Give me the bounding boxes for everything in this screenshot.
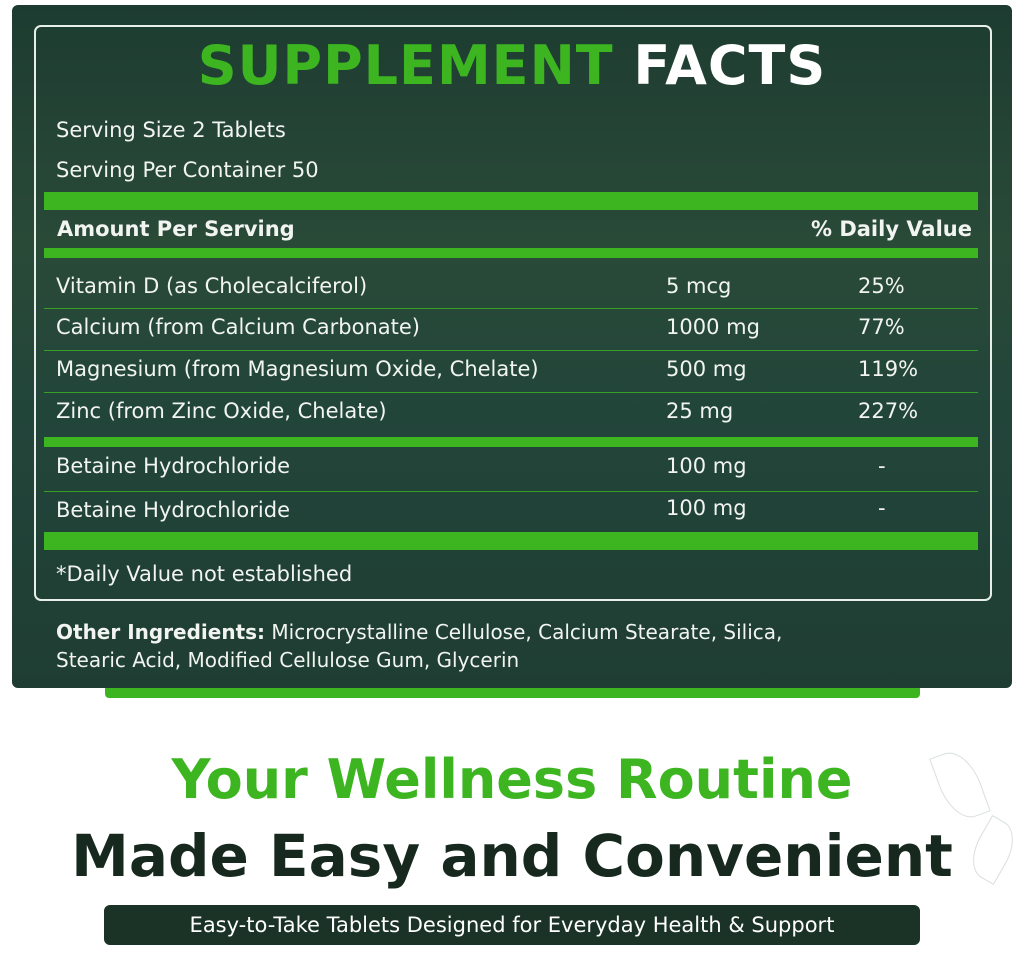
nutrient-amount: 5 mcg: [666, 274, 732, 298]
serving-size: Serving Size 2 Tablets: [56, 118, 286, 142]
nutrient-dv: -: [878, 454, 886, 478]
row-divider: [44, 491, 978, 492]
divider-thick: [44, 532, 978, 550]
divider-medium: [44, 248, 978, 258]
daily-value-header: % Daily Value: [810, 217, 972, 241]
nutrient-dv: -: [878, 496, 886, 520]
title-facts: FACTS: [633, 34, 827, 97]
footnote: *Daily Value not established: [56, 562, 353, 586]
servings-per-container: Serving Per Container 50: [56, 158, 319, 182]
nutrient-amount: 1000 mg: [666, 315, 760, 339]
headline-secondary: Made Easy and Convenient: [71, 822, 953, 890]
nutrient-amount: 100 mg: [666, 454, 747, 478]
other-ingredients-line2: Stearic Acid, Modified Cellulose Gum, Gl…: [56, 648, 520, 672]
nutrient-name: Betaine Hydrochloride: [56, 498, 290, 522]
title-supplement: SUPPLEMENT: [197, 34, 614, 97]
nutrient-name: Vitamin D (as Cholecalciferol): [56, 274, 368, 298]
row-divider: [44, 392, 978, 393]
nutrient-dv: 77%: [858, 315, 905, 339]
amount-per-serving-header: Amount Per Serving: [57, 217, 295, 241]
nutrient-dv: 25%: [858, 274, 905, 298]
tagline-banner: Easy-to-Take Tablets Designed for Everyd…: [104, 905, 920, 945]
facts-frame: [34, 25, 992, 601]
row-divider: [44, 308, 978, 309]
divider-medium: [44, 437, 978, 447]
other-ingredients-line1: Microcrystalline Cellulose, Calcium Stea…: [265, 620, 783, 644]
nutrient-dv: 119%: [858, 357, 919, 381]
other-ingredients-label: Other Ingredients:: [56, 620, 266, 644]
nutrient-dv: 227%: [858, 399, 919, 423]
other-ingredients: Other Ingredients: Microcrystalline Cell…: [56, 620, 782, 644]
facts-title: SUPPLEMENT FACTS: [0, 34, 1024, 97]
supplement-facts-panel: [12, 5, 1012, 688]
nutrient-amount: 500 mg: [666, 357, 747, 381]
divider-thick: [44, 192, 978, 210]
accent-underline: [105, 688, 920, 698]
nutrient-name: Magnesium (from Magnesium Oxide, Chelate…: [56, 357, 539, 381]
nutrient-name: Calcium (from Calcium Carbonate): [56, 315, 420, 339]
row-divider: [44, 350, 978, 351]
nutrient-name: Betaine Hydrochloride: [56, 454, 290, 478]
nutrient-amount: 25 mg: [666, 399, 734, 423]
nutrient-amount: 100 mg: [666, 496, 747, 520]
nutrient-name: Zinc (from Zinc Oxide, Chelate): [56, 399, 387, 423]
headline-primary: Your Wellness Routine: [171, 748, 853, 811]
